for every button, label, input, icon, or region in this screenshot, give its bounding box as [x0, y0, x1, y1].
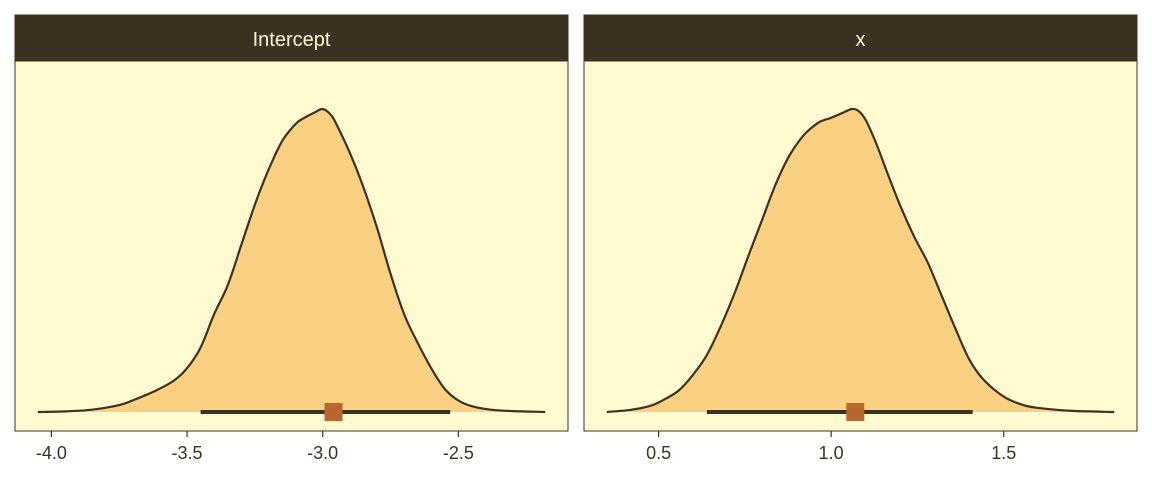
point-estimate — [846, 403, 865, 421]
point-estimate — [324, 403, 343, 421]
x-tick-label: -3.0 — [307, 443, 338, 463]
x-tick-label: -2.5 — [443, 443, 474, 463]
facet-strip — [14, 14, 569, 62]
density-area — [37, 108, 546, 412]
facet-strip — [583, 14, 1138, 62]
x-tick-label: -3.5 — [172, 443, 203, 463]
x-tick-label: -4.0 — [36, 443, 67, 463]
facet-strip-label: x — [856, 29, 866, 51]
facet-strip-label: Intercept — [253, 29, 331, 51]
x-tick-label: 1.0 — [819, 443, 844, 463]
facet-panel-intercept: Intercept -4.0 -3.5 -3.0 -2.5 — [14, 14, 569, 463]
density-area — [606, 108, 1115, 413]
x-tick-label: 1.5 — [991, 443, 1016, 463]
x-tick-label: 0.5 — [646, 443, 671, 463]
density-line — [37, 107, 546, 414]
density-line — [606, 107, 1115, 414]
facet-panel-x: x 0.5 1.0 1.5 — [583, 14, 1138, 463]
